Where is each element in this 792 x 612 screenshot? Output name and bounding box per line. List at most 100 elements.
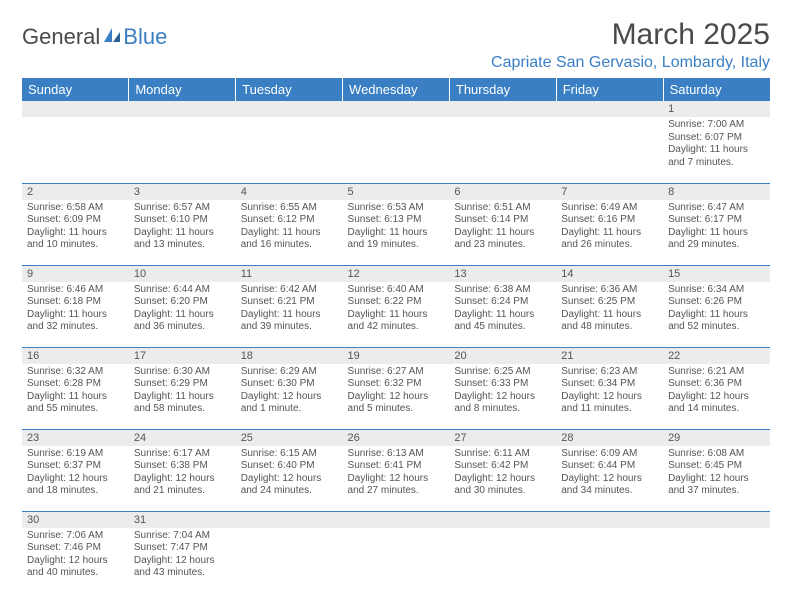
calendar-row: 1Sunrise: 7:00 AMSunset: 6:07 PMDaylight… bbox=[22, 101, 770, 183]
day-cell bbox=[129, 101, 236, 183]
day-details: Sunrise: 6:57 AMSunset: 6:10 PMDaylight:… bbox=[129, 200, 236, 256]
day-details: Sunrise: 6:42 AMSunset: 6:21 PMDaylight:… bbox=[236, 282, 343, 338]
day-cell bbox=[343, 101, 450, 183]
day-number: 31 bbox=[129, 512, 236, 528]
day-details: Sunrise: 6:29 AMSunset: 6:30 PMDaylight:… bbox=[236, 364, 343, 420]
day-header: Wednesday bbox=[343, 78, 450, 101]
header: GeneralBlue March 2025 Capriate San Gerv… bbox=[22, 18, 770, 72]
logo-sail-icon bbox=[102, 24, 122, 50]
day-number: 14 bbox=[556, 266, 663, 282]
empty-day-number bbox=[556, 101, 663, 117]
day-details: Sunrise: 6:32 AMSunset: 6:28 PMDaylight:… bbox=[22, 364, 129, 420]
day-cell: 27Sunrise: 6:11 AMSunset: 6:42 PMDayligh… bbox=[449, 429, 556, 511]
day-number: 4 bbox=[236, 184, 343, 200]
day-number: 2 bbox=[22, 184, 129, 200]
day-number: 23 bbox=[22, 430, 129, 446]
day-header: Sunday bbox=[22, 78, 129, 101]
empty-day-number bbox=[236, 512, 343, 528]
day-cell: 25Sunrise: 6:15 AMSunset: 6:40 PMDayligh… bbox=[236, 429, 343, 511]
day-number: 15 bbox=[663, 266, 770, 282]
day-number: 26 bbox=[343, 430, 450, 446]
empty-day-number bbox=[343, 101, 450, 117]
day-cell: 13Sunrise: 6:38 AMSunset: 6:24 PMDayligh… bbox=[449, 265, 556, 347]
day-cell: 20Sunrise: 6:25 AMSunset: 6:33 PMDayligh… bbox=[449, 347, 556, 429]
day-number: 22 bbox=[663, 348, 770, 364]
day-cell bbox=[236, 101, 343, 183]
day-number: 9 bbox=[22, 266, 129, 282]
location: Capriate San Gervasio, Lombardy, Italy bbox=[491, 54, 770, 72]
day-details: Sunrise: 6:08 AMSunset: 6:45 PMDaylight:… bbox=[663, 446, 770, 502]
day-details: Sunrise: 6:27 AMSunset: 6:32 PMDaylight:… bbox=[343, 364, 450, 420]
day-details: Sunrise: 6:47 AMSunset: 6:17 PMDaylight:… bbox=[663, 200, 770, 256]
day-number: 6 bbox=[449, 184, 556, 200]
day-number: 1 bbox=[663, 101, 770, 117]
day-details: Sunrise: 6:34 AMSunset: 6:26 PMDaylight:… bbox=[663, 282, 770, 338]
day-cell: 10Sunrise: 6:44 AMSunset: 6:20 PMDayligh… bbox=[129, 265, 236, 347]
day-details: Sunrise: 6:23 AMSunset: 6:34 PMDaylight:… bbox=[556, 364, 663, 420]
day-number: 18 bbox=[236, 348, 343, 364]
empty-day-number bbox=[343, 512, 450, 528]
day-cell: 28Sunrise: 6:09 AMSunset: 6:44 PMDayligh… bbox=[556, 429, 663, 511]
day-details: Sunrise: 6:49 AMSunset: 6:16 PMDaylight:… bbox=[556, 200, 663, 256]
calendar-row: 2Sunrise: 6:58 AMSunset: 6:09 PMDaylight… bbox=[22, 183, 770, 265]
day-details: Sunrise: 6:38 AMSunset: 6:24 PMDaylight:… bbox=[449, 282, 556, 338]
day-details: Sunrise: 6:58 AMSunset: 6:09 PMDaylight:… bbox=[22, 200, 129, 256]
day-cell: 29Sunrise: 6:08 AMSunset: 6:45 PMDayligh… bbox=[663, 429, 770, 511]
day-details: Sunrise: 6:11 AMSunset: 6:42 PMDaylight:… bbox=[449, 446, 556, 502]
empty-day-number bbox=[449, 512, 556, 528]
calendar-row: 30Sunrise: 7:06 AMSunset: 7:46 PMDayligh… bbox=[22, 511, 770, 593]
day-details: Sunrise: 6:44 AMSunset: 6:20 PMDaylight:… bbox=[129, 282, 236, 338]
day-cell: 12Sunrise: 6:40 AMSunset: 6:22 PMDayligh… bbox=[343, 265, 450, 347]
day-header: Saturday bbox=[663, 78, 770, 101]
day-cell bbox=[556, 101, 663, 183]
day-header-row: Sunday Monday Tuesday Wednesday Thursday… bbox=[22, 78, 770, 101]
day-number: 29 bbox=[663, 430, 770, 446]
day-cell: 26Sunrise: 6:13 AMSunset: 6:41 PMDayligh… bbox=[343, 429, 450, 511]
day-header: Tuesday bbox=[236, 78, 343, 101]
calendar-row: 9Sunrise: 6:46 AMSunset: 6:18 PMDaylight… bbox=[22, 265, 770, 347]
empty-day-number bbox=[663, 512, 770, 528]
day-number: 30 bbox=[22, 512, 129, 528]
day-number: 25 bbox=[236, 430, 343, 446]
day-cell bbox=[449, 511, 556, 593]
logo: GeneralBlue bbox=[22, 24, 167, 50]
day-number: 19 bbox=[343, 348, 450, 364]
day-number: 8 bbox=[663, 184, 770, 200]
day-cell: 31Sunrise: 7:04 AMSunset: 7:47 PMDayligh… bbox=[129, 511, 236, 593]
empty-day-number bbox=[236, 101, 343, 117]
day-details: Sunrise: 6:36 AMSunset: 6:25 PMDaylight:… bbox=[556, 282, 663, 338]
day-number: 11 bbox=[236, 266, 343, 282]
day-details: Sunrise: 7:00 AMSunset: 6:07 PMDaylight:… bbox=[663, 117, 770, 173]
empty-day-number bbox=[449, 101, 556, 117]
day-cell: 22Sunrise: 6:21 AMSunset: 6:36 PMDayligh… bbox=[663, 347, 770, 429]
day-cell: 5Sunrise: 6:53 AMSunset: 6:13 PMDaylight… bbox=[343, 183, 450, 265]
day-details: Sunrise: 6:55 AMSunset: 6:12 PMDaylight:… bbox=[236, 200, 343, 256]
day-details: Sunrise: 6:30 AMSunset: 6:29 PMDaylight:… bbox=[129, 364, 236, 420]
day-number: 17 bbox=[129, 348, 236, 364]
day-cell: 6Sunrise: 6:51 AMSunset: 6:14 PMDaylight… bbox=[449, 183, 556, 265]
day-number: 10 bbox=[129, 266, 236, 282]
empty-day-number bbox=[129, 101, 236, 117]
day-number: 5 bbox=[343, 184, 450, 200]
day-cell: 9Sunrise: 6:46 AMSunset: 6:18 PMDaylight… bbox=[22, 265, 129, 347]
day-cell: 11Sunrise: 6:42 AMSunset: 6:21 PMDayligh… bbox=[236, 265, 343, 347]
day-cell: 3Sunrise: 6:57 AMSunset: 6:10 PMDaylight… bbox=[129, 183, 236, 265]
day-header: Monday bbox=[129, 78, 236, 101]
day-details: Sunrise: 6:09 AMSunset: 6:44 PMDaylight:… bbox=[556, 446, 663, 502]
day-details: Sunrise: 7:06 AMSunset: 7:46 PMDaylight:… bbox=[22, 528, 129, 584]
day-details: Sunrise: 6:19 AMSunset: 6:37 PMDaylight:… bbox=[22, 446, 129, 502]
day-details: Sunrise: 6:51 AMSunset: 6:14 PMDaylight:… bbox=[449, 200, 556, 256]
day-number: 16 bbox=[22, 348, 129, 364]
day-cell bbox=[22, 101, 129, 183]
day-details: Sunrise: 7:04 AMSunset: 7:47 PMDaylight:… bbox=[129, 528, 236, 584]
day-cell: 16Sunrise: 6:32 AMSunset: 6:28 PMDayligh… bbox=[22, 347, 129, 429]
day-cell: 2Sunrise: 6:58 AMSunset: 6:09 PMDaylight… bbox=[22, 183, 129, 265]
day-cell bbox=[663, 511, 770, 593]
day-cell: 17Sunrise: 6:30 AMSunset: 6:29 PMDayligh… bbox=[129, 347, 236, 429]
title-block: March 2025 Capriate San Gervasio, Lombar… bbox=[491, 18, 770, 72]
calendar-row: 16Sunrise: 6:32 AMSunset: 6:28 PMDayligh… bbox=[22, 347, 770, 429]
day-header: Friday bbox=[556, 78, 663, 101]
day-cell: 23Sunrise: 6:19 AMSunset: 6:37 PMDayligh… bbox=[22, 429, 129, 511]
day-header: Thursday bbox=[449, 78, 556, 101]
day-number: 13 bbox=[449, 266, 556, 282]
